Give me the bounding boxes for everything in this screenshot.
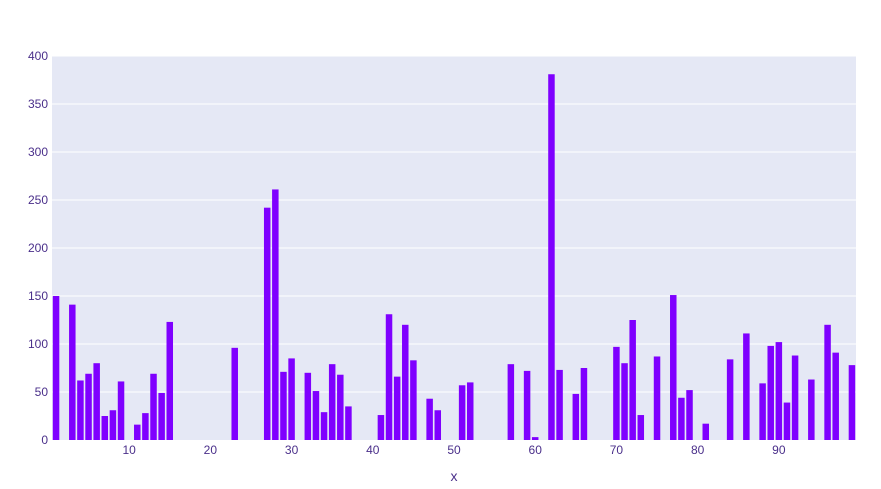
bar bbox=[808, 379, 815, 440]
y-tick-label: 350 bbox=[28, 97, 48, 111]
bar bbox=[304, 372, 312, 440]
bar bbox=[767, 345, 774, 440]
bar bbox=[686, 390, 693, 440]
y-tick-label: 50 bbox=[35, 385, 49, 399]
bar bbox=[117, 381, 125, 440]
bar bbox=[702, 423, 710, 440]
y-tick-label: 200 bbox=[28, 241, 48, 255]
x-tick-label: 20 bbox=[204, 443, 218, 457]
y-tick-label: 100 bbox=[28, 337, 48, 351]
bar bbox=[109, 410, 117, 440]
bar bbox=[272, 189, 279, 440]
bar bbox=[166, 321, 174, 440]
bar bbox=[507, 364, 515, 440]
bar bbox=[288, 358, 295, 440]
bar bbox=[312, 391, 320, 440]
bar bbox=[320, 412, 328, 440]
bar bbox=[434, 410, 442, 440]
bar bbox=[580, 368, 588, 440]
bar bbox=[345, 406, 352, 440]
bar bbox=[328, 364, 336, 440]
y-axis-ticks: 0 50 100 150 200 250 300 350 400 bbox=[28, 49, 48, 447]
x-tick-label: 30 bbox=[285, 443, 299, 457]
bar bbox=[142, 413, 149, 440]
bar bbox=[621, 363, 628, 440]
bar bbox=[393, 376, 401, 440]
bar bbox=[466, 382, 474, 440]
bar bbox=[523, 370, 531, 440]
bar bbox=[402, 324, 409, 440]
bar bbox=[783, 402, 791, 440]
bar bbox=[613, 346, 620, 440]
bar bbox=[726, 359, 734, 440]
y-tick-label: 250 bbox=[28, 193, 48, 207]
bar bbox=[775, 342, 783, 440]
x-tick-label: 40 bbox=[366, 443, 380, 457]
bar bbox=[743, 333, 750, 440]
bar bbox=[69, 304, 76, 440]
bar bbox=[832, 352, 839, 440]
bars bbox=[52, 74, 856, 441]
bar bbox=[678, 397, 685, 440]
bar bbox=[637, 415, 645, 440]
bar bbox=[556, 369, 563, 440]
bar bbox=[548, 74, 555, 441]
bar bbox=[670, 295, 677, 440]
y-tick-label: 150 bbox=[28, 289, 48, 303]
bar bbox=[77, 380, 84, 440]
bar bbox=[158, 392, 165, 440]
bar bbox=[93, 363, 100, 440]
bar bbox=[653, 356, 661, 440]
bar bbox=[458, 385, 466, 440]
bar bbox=[531, 437, 539, 440]
bar bbox=[101, 416, 109, 440]
bar bbox=[385, 314, 393, 440]
x-tick-label: 70 bbox=[610, 443, 624, 457]
x-tick-label: 90 bbox=[772, 443, 786, 457]
bar bbox=[134, 424, 141, 440]
bar bbox=[377, 415, 385, 440]
gridlines bbox=[52, 55, 856, 393]
y-tick-label: 400 bbox=[28, 49, 48, 63]
bar bbox=[848, 365, 856, 440]
x-tick-label: 80 bbox=[691, 443, 705, 457]
bar bbox=[280, 371, 287, 440]
bar bbox=[572, 393, 580, 440]
bar bbox=[263, 207, 271, 440]
bar bbox=[426, 398, 433, 440]
bar bbox=[337, 374, 344, 440]
x-tick-label: 50 bbox=[447, 443, 461, 457]
x-tick-label: 10 bbox=[122, 443, 136, 457]
bar bbox=[629, 320, 636, 440]
x-axis-title: x bbox=[451, 468, 458, 484]
y-tick-label: 300 bbox=[28, 145, 48, 159]
bar bbox=[231, 347, 238, 440]
bar bbox=[759, 383, 766, 440]
bar bbox=[410, 360, 417, 440]
y-tick-label: 0 bbox=[41, 433, 48, 447]
bar bbox=[52, 296, 60, 440]
bar bbox=[824, 324, 831, 440]
bar bbox=[150, 373, 157, 440]
x-axis-ticks: 10 20 30 40 50 60 70 80 90 bbox=[122, 443, 785, 457]
bar bbox=[85, 373, 92, 440]
x-tick-label: 60 bbox=[529, 443, 543, 457]
bar bbox=[791, 355, 799, 440]
